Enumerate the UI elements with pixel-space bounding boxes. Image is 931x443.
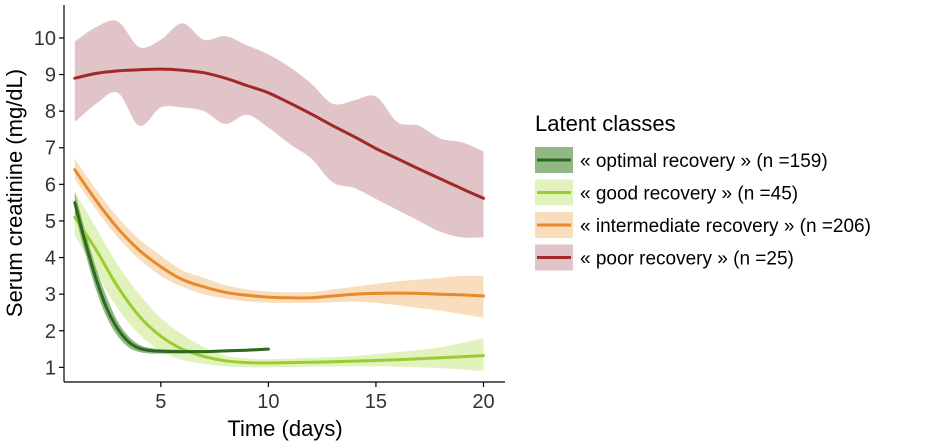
y-tick-label: 3 <box>45 284 56 306</box>
line-series-2 <box>73 215 485 365</box>
legend-title: Latent classes <box>535 111 676 136</box>
x-tick-label: 20 <box>472 391 494 413</box>
y-axis-ticks: 1 2 3 4 5 6 7 8 9 10 <box>34 28 64 379</box>
x-axis-title: Time (days) <box>227 416 342 441</box>
y-tick-label: 1 <box>45 357 56 379</box>
x-tick-label: 5 <box>155 391 166 413</box>
band-series-4 <box>74 20 484 238</box>
legend-label: « poor recovery » (n =25) <box>580 249 794 270</box>
y-tick-label: 6 <box>45 174 56 196</box>
confidence-bands <box>74 20 484 371</box>
x-axis-ticks: 5 10 15 20 <box>155 382 495 413</box>
y-tick-label: 8 <box>45 101 56 123</box>
line-series-3 <box>73 168 485 300</box>
legend-label: « optimal recovery » (n =159) <box>580 151 828 172</box>
y-tick-label: 2 <box>45 321 56 343</box>
y-tick-label: 4 <box>45 248 56 270</box>
legend-label: « intermediate recovery » (n =206) <box>580 216 871 237</box>
y-tick-label: 9 <box>45 65 56 87</box>
band-series-2 <box>74 191 484 371</box>
x-tick-label: 15 <box>365 391 387 413</box>
y-axis-title: Serum creatinine (mg/dL) <box>2 69 27 317</box>
series-lines <box>73 67 485 365</box>
y-tick-label: 7 <box>45 138 56 160</box>
legend: Latent classes « optimal recovery » (n =… <box>535 111 871 271</box>
legend-label: « good recovery » (n =45) <box>580 184 798 205</box>
x-tick-label: 10 <box>257 391 279 413</box>
line-series-4 <box>73 67 485 200</box>
y-tick-label: 5 <box>45 211 56 233</box>
line-series-1 <box>73 201 270 354</box>
y-tick-label: 10 <box>34 28 56 50</box>
legend-items: « optimal recovery » (n =159) « good reco… <box>535 147 871 271</box>
